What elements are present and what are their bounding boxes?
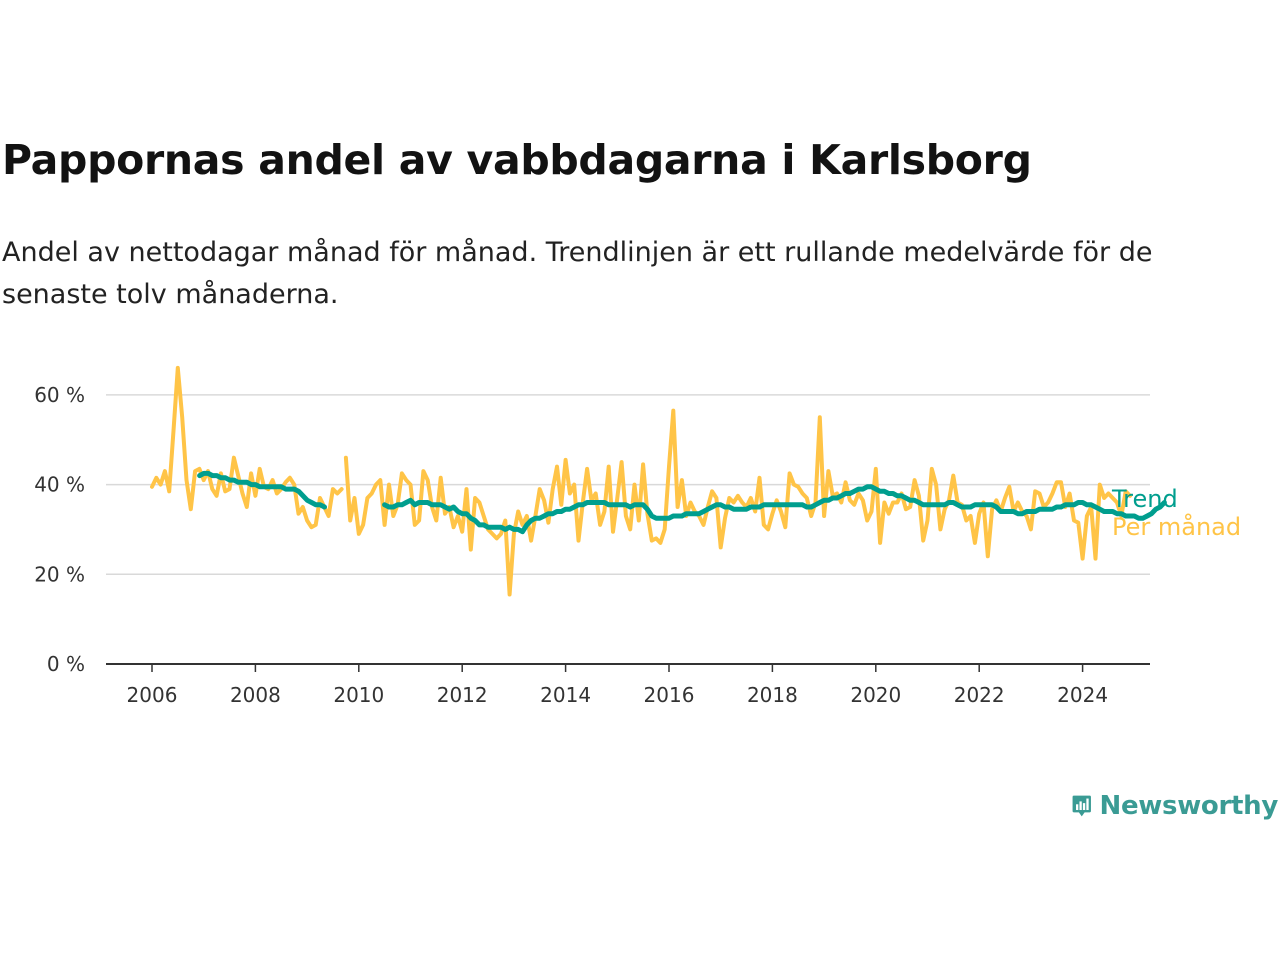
x-tick-label: 2012	[437, 683, 488, 707]
monthly-series-line	[150, 365, 344, 530]
newsworthy-logo-icon	[1072, 795, 1091, 817]
x-tick-label: 2010	[333, 683, 384, 707]
x-tick-label: 2024	[1057, 683, 1108, 707]
y-tick-label: 40 %	[34, 473, 85, 497]
chart-title: Pappornas andel av vabbdagarna i Karlsbo…	[2, 136, 1032, 184]
y-tick-label: 0 %	[47, 652, 85, 676]
trend-series-line	[382, 484, 1167, 535]
x-tick-label: 2016	[644, 683, 695, 707]
x-tick-label: 2008	[230, 683, 281, 707]
y-tick-label: 20 %	[34, 562, 85, 586]
y-axis-tick-labels: 0 % 20 % 40 % 60 %	[34, 383, 85, 676]
brand-name: Newsworthy	[1099, 791, 1279, 821]
legend-monthly: Per månad	[1112, 512, 1241, 541]
trend-series-line	[197, 470, 327, 510]
chart-subtitle: Andel av nettodagar månad för månad. Tre…	[2, 237, 1153, 310]
series-lines	[150, 365, 1167, 597]
x-tick-label: 2018	[747, 683, 798, 707]
x-tick-label: 2020	[850, 683, 901, 707]
x-tick-label: 2006	[127, 683, 178, 707]
x-axis: 2006 2008 2010 2012 2014 2016 2018 2020 2022 2024	[106, 663, 1150, 707]
x-tick-label: 2014	[540, 683, 591, 707]
brand-logo: Newsworthy	[1072, 786, 1278, 826]
monthly-series-line	[343, 408, 1132, 597]
x-tick-label: 2022	[954, 683, 1005, 707]
y-tick-label: 60 %	[34, 383, 85, 407]
legend-trend: Trend	[1111, 485, 1178, 513]
